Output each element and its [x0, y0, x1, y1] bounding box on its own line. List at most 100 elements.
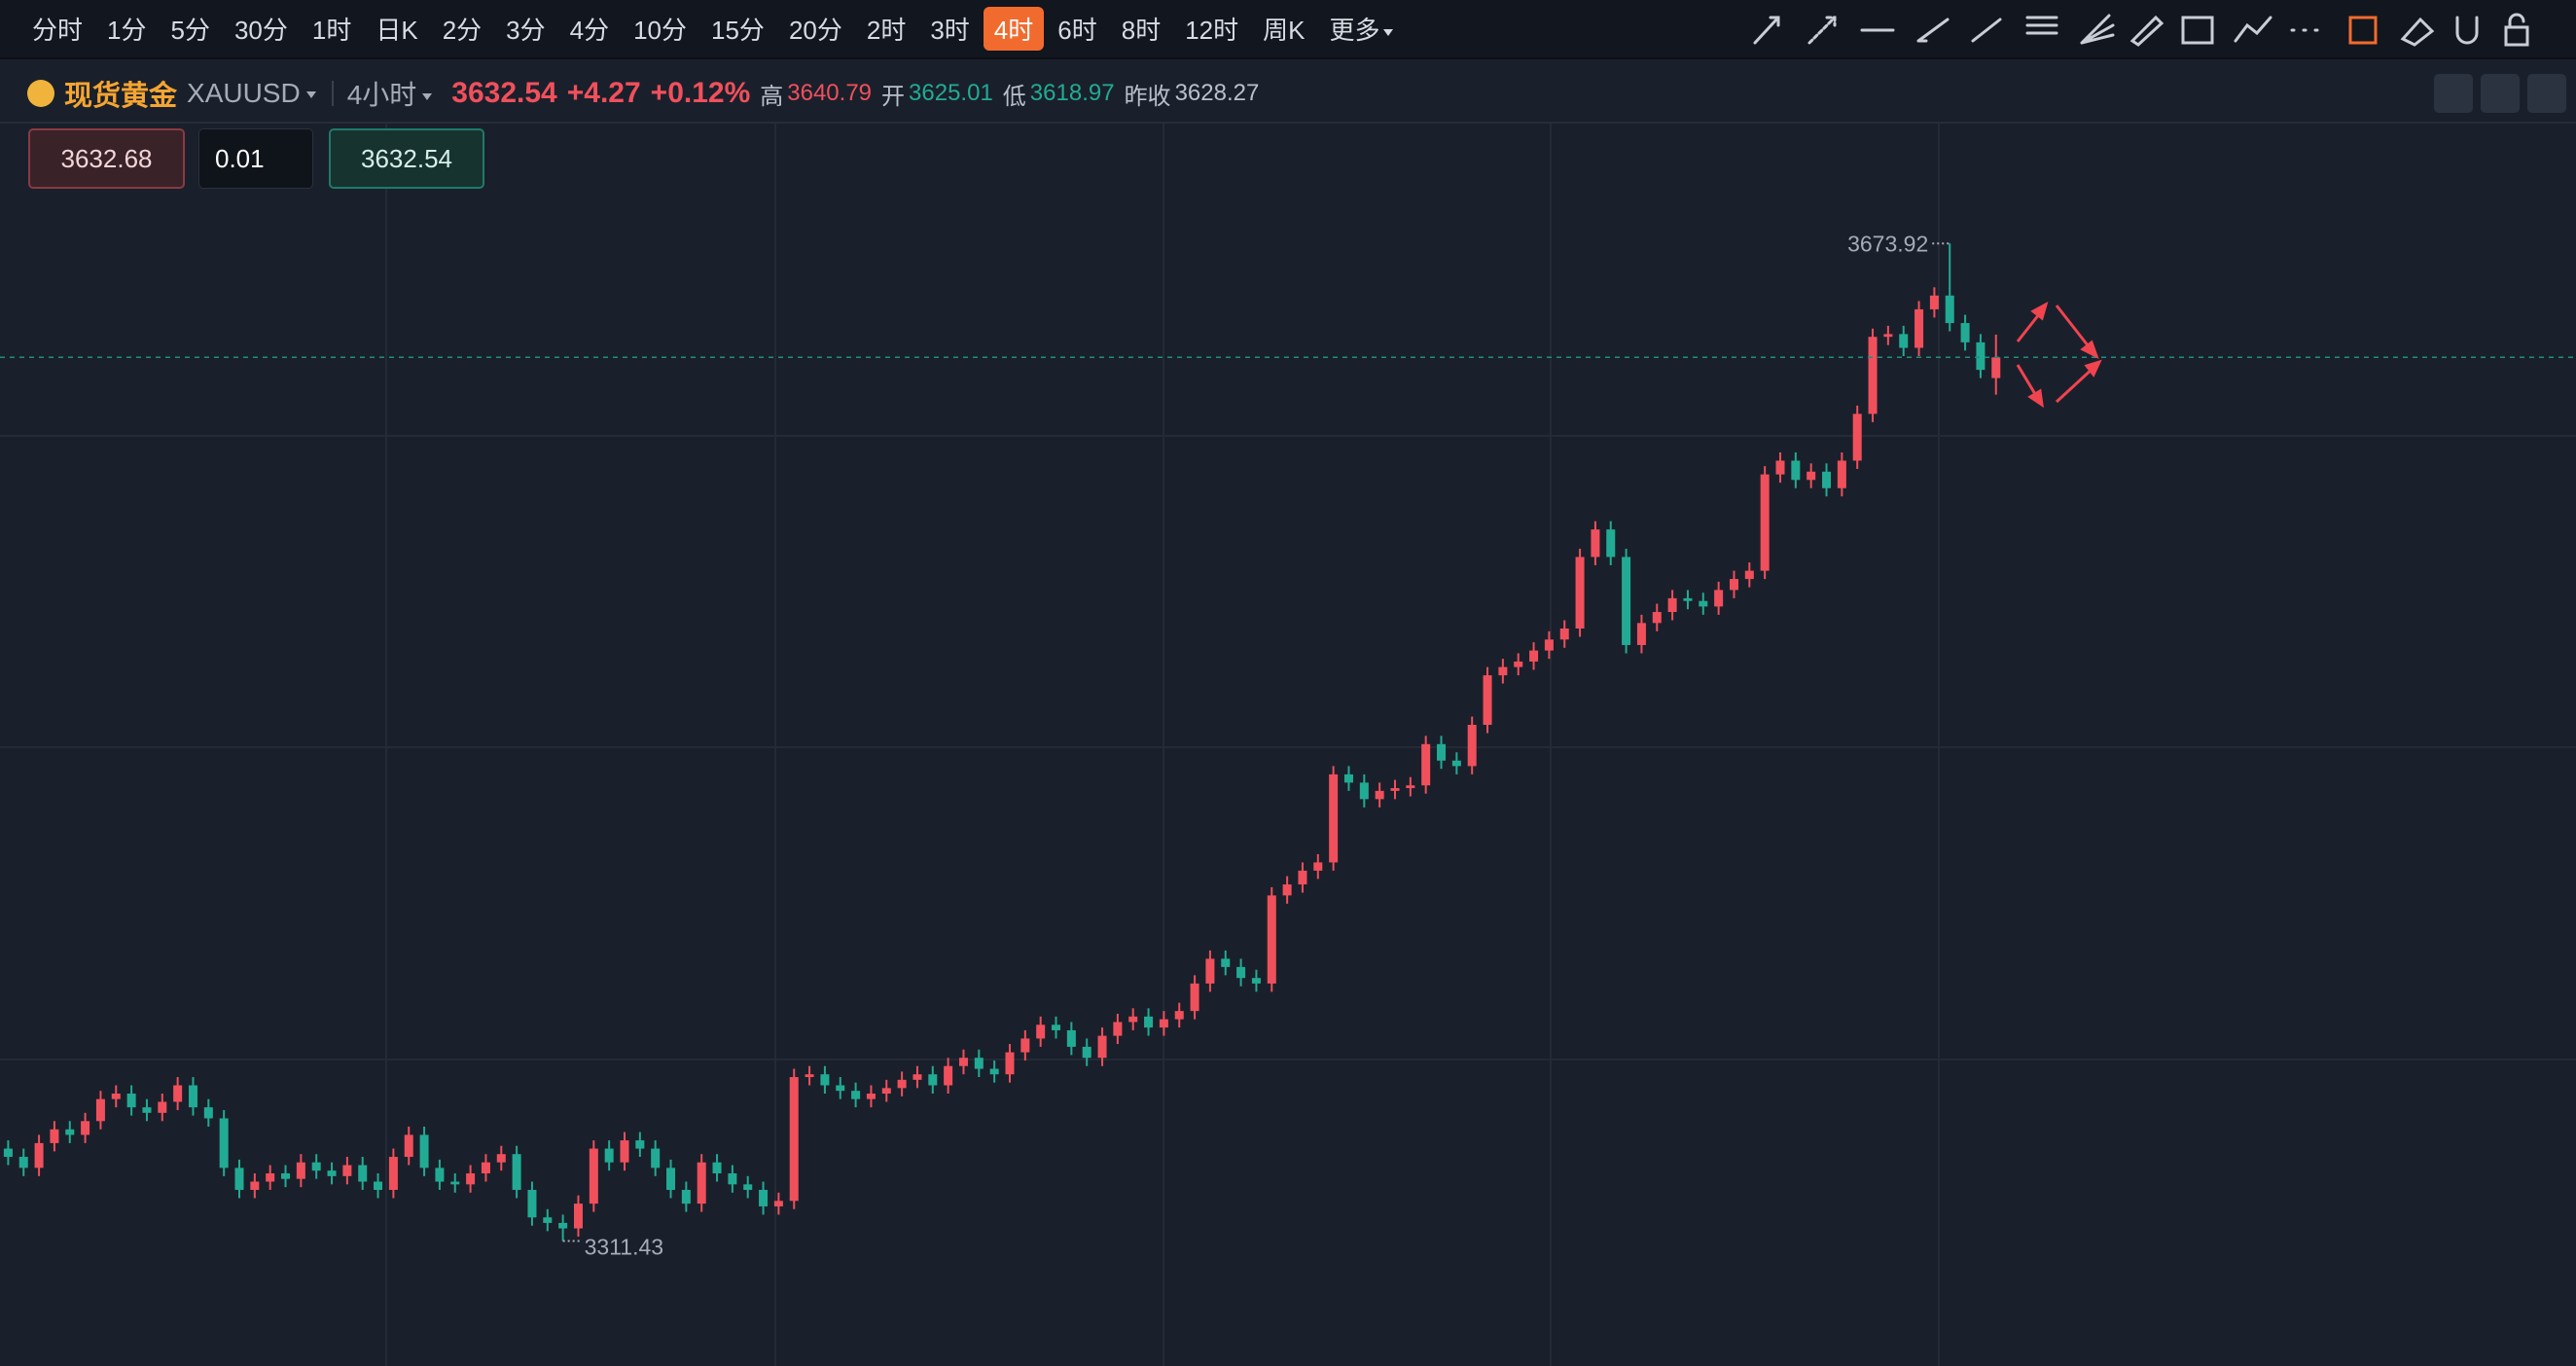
interval-tab[interactable]: 4时 — [983, 7, 1045, 51]
last-price: 3632.54 — [451, 77, 557, 109]
candle-body — [142, 1107, 152, 1113]
arrow-head — [2084, 359, 2102, 377]
candle-body — [1899, 334, 1909, 348]
button[interactable] — [2481, 74, 2520, 113]
candle-body — [620, 1140, 629, 1163]
interval-tab[interactable]: 15分 — [711, 16, 765, 45]
candle-body — [1483, 675, 1492, 725]
icon-image[interactable] — [2181, 16, 2214, 45]
candle-body — [1174, 1011, 1184, 1020]
candle-body — [388, 1157, 398, 1190]
candle-body — [234, 1168, 244, 1190]
candle-body — [958, 1058, 968, 1066]
candle-body — [1514, 661, 1523, 667]
interval-tab[interactable]: 2时 — [866, 16, 907, 45]
candle-body — [496, 1154, 506, 1163]
interval-select[interactable]: 4小时 — [347, 74, 433, 113]
interval-tab[interactable]: 8时 — [1121, 16, 1162, 45]
candle-body — [912, 1074, 922, 1080]
icon-lock[interactable] — [2504, 25, 2529, 47]
candle-body — [1329, 773, 1339, 863]
interval-tab[interactable]: 4分 — [569, 16, 610, 45]
sell-price-button[interactable]: 3632.54 — [329, 128, 484, 189]
arrow-line — [2055, 305, 2093, 351]
interval-tab[interactable]: 2分 — [442, 16, 483, 45]
candle-body — [1729, 579, 1738, 591]
candle-body — [358, 1165, 368, 1182]
candle-body — [1298, 870, 1307, 885]
candle-body — [1082, 1046, 1091, 1059]
icon-pen[interactable] — [2129, 15, 2165, 47]
candle-body — [311, 1162, 321, 1171]
candle-body — [805, 1074, 814, 1078]
candle-body — [95, 1098, 105, 1122]
candle-body — [203, 1107, 213, 1119]
candle-body — [1529, 650, 1539, 662]
candle-body — [897, 1079, 907, 1089]
prev-close-value: 3628.27 — [1174, 80, 1260, 106]
icon-lock-shackle[interactable] — [2508, 13, 2525, 29]
candle-body — [604, 1148, 614, 1163]
candle-body — [1221, 958, 1231, 967]
interval-tab[interactable]: 3时 — [930, 16, 970, 45]
candle-body — [466, 1173, 476, 1185]
symbol-code[interactable]: XAUUSD — [187, 78, 316, 109]
interval-tab[interactable]: 30分 — [233, 16, 288, 45]
icon-arrow[interactable] — [1753, 16, 1780, 45]
interval-tab[interactable]: 分时 — [32, 16, 84, 45]
icon-line[interactable] — [2234, 16, 2272, 43]
candle-body — [789, 1077, 799, 1202]
interval-toolbar: 分时 1分 5分 30分 1时 日K 2分 3分 4分 10分 15分 20分 2时 3时 4时 6时 8时 12… — [0, 0, 2576, 59]
icon-trend[interactable] — [1916, 18, 1950, 43]
candle-body — [1375, 790, 1384, 800]
interval-tab[interactable]: 1分 — [107, 16, 147, 45]
grid — [0, 124, 2576, 1366]
interval-tab[interactable]: 更多 — [1318, 7, 1404, 51]
interval-tab[interactable]: 3分 — [506, 16, 546, 45]
candle-body — [974, 1058, 984, 1069]
arrow-head — [2080, 340, 2099, 360]
candle-body — [1791, 460, 1801, 481]
candle-body — [1097, 1035, 1107, 1059]
candle-body — [1498, 666, 1508, 676]
symbol-name[interactable]: 现货黄金 — [64, 81, 178, 112]
candle-body — [728, 1173, 737, 1185]
quantity-input[interactable]: 0.01 — [198, 128, 313, 189]
min-label: 3311.43 — [585, 1235, 663, 1260]
icon-fib[interactable] — [2025, 16, 2058, 35]
candle-body — [1190, 983, 1199, 1012]
tool-icons — [1753, 13, 2529, 47]
interval-tab[interactable]: 10分 — [633, 16, 688, 45]
icon-ray[interactable] — [1807, 16, 1837, 45]
candle-body — [1451, 760, 1461, 767]
separator — [331, 81, 334, 106]
candle-body — [1929, 295, 1939, 309]
interval-text: 4小时 — [346, 80, 417, 110]
symbol-code-text: XAUUSD — [187, 78, 301, 108]
interval-tab[interactable]: 5分 — [170, 16, 210, 45]
interval-tab[interactable]: 12时 — [1185, 16, 1239, 45]
icon-edit[interactable] — [2348, 16, 2378, 45]
max-label: 3673.92 — [1847, 231, 1928, 256]
candle-body — [404, 1134, 413, 1158]
candle-body — [1976, 342, 1986, 371]
interval-tab[interactable]: 1时 — [311, 16, 352, 45]
candle-body — [450, 1181, 460, 1185]
interval-tab[interactable]: 周K — [1263, 16, 1306, 45]
icon-eraser[interactable] — [2400, 17, 2435, 47]
interval-tab[interactable]: 6时 — [1057, 16, 1097, 45]
candle-body — [481, 1162, 490, 1174]
icon-segment[interactable] — [1971, 18, 2002, 43]
icon-magnet[interactable] — [2455, 16, 2479, 45]
interval-tab[interactable]: 日K — [376, 16, 418, 45]
button[interactable] — [2434, 74, 2473, 113]
candle-body — [712, 1162, 722, 1174]
button[interactable] — [2527, 74, 2566, 113]
candle-body — [1113, 1022, 1123, 1036]
icon-fan[interactable] — [2080, 14, 2115, 45]
candle-body — [1559, 629, 1569, 640]
buy-price-button[interactable]: 3632.68 — [28, 128, 185, 189]
interval-tab[interactable]: 20分 — [788, 16, 842, 45]
candle-body — [281, 1173, 291, 1179]
candle-body — [50, 1129, 59, 1143]
